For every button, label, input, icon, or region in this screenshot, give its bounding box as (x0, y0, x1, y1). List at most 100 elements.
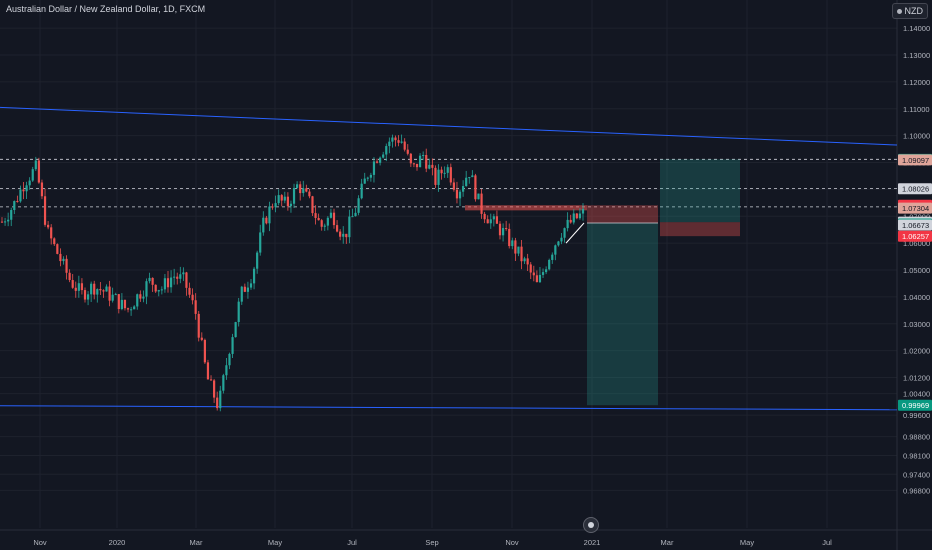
symbol-title[interactable]: Australian Dollar / New Zealand Dollar, … (6, 4, 206, 14)
candle-body (68, 272, 71, 281)
candle-body (130, 309, 133, 311)
candle-body (557, 241, 560, 246)
candle-body (394, 137, 397, 141)
candle-body (139, 294, 142, 299)
candle-body (342, 233, 345, 237)
candle-body (19, 189, 22, 202)
candle-body (501, 228, 505, 236)
x-tick-label: May (268, 538, 282, 547)
price-label: 1.07304 (898, 202, 932, 214)
candle-body (126, 308, 130, 310)
x-tick-label: 2020 (109, 538, 126, 547)
candle-body (197, 313, 200, 338)
currency-label: NZD (904, 6, 924, 16)
x-axis: Nov 2020 Mar May Jul Sep Nov 2021 Mar May Jul (33, 538, 832, 547)
candle-body (415, 163, 419, 168)
candle-body (468, 177, 471, 179)
candle-body (105, 286, 108, 292)
candle-body (443, 172, 446, 174)
candle-body (486, 219, 489, 224)
candle-body (369, 174, 372, 178)
y-tick-label: 1.14000 (903, 24, 930, 33)
candle-body (345, 233, 348, 238)
currency-dot-icon (896, 8, 902, 14)
trendlines[interactable] (0, 106, 898, 411)
price-label-text: 1.09097 (902, 156, 929, 165)
candle-body (505, 228, 508, 230)
candle-body (517, 246, 520, 254)
y-tick-label: 1.13000 (903, 51, 930, 60)
candle-body (185, 272, 188, 288)
candle-body (446, 167, 449, 173)
candle-body (480, 193, 483, 214)
position-zones[interactable] (465, 159, 740, 406)
candle-body (77, 283, 80, 291)
price-labels: 1.091191.090971.080261.074101.073041.067… (898, 153, 932, 411)
tradingview-logo-icon[interactable] (583, 517, 599, 533)
candle-body (7, 219, 10, 222)
candle-body (317, 217, 320, 221)
x-tick-label: Sep (425, 538, 438, 547)
candle-body (339, 231, 342, 237)
candle-body (231, 337, 234, 354)
candle-body (357, 198, 360, 213)
candle-body (299, 184, 302, 194)
candle-body (492, 216, 495, 220)
candle-body (10, 210, 13, 220)
candle-body (329, 212, 333, 218)
candle-body (265, 217, 268, 224)
candle-body (43, 196, 47, 225)
candle-body (529, 264, 532, 273)
candle-body (455, 189, 459, 199)
candle-body (191, 294, 194, 301)
price-label-bg (898, 219, 932, 231)
candle-body (219, 390, 222, 409)
candle-body (474, 175, 477, 200)
candle-body (148, 277, 151, 282)
price-label-bg (898, 183, 932, 195)
x-tick-label: 2021 (584, 538, 601, 547)
candle-body (563, 228, 566, 238)
candle-body (425, 155, 428, 169)
x-tick-label: May (740, 538, 754, 547)
candle-body (286, 196, 289, 207)
candle-body (163, 278, 167, 290)
candle-body (203, 339, 206, 363)
candle-body (409, 153, 412, 164)
candle-body (56, 244, 59, 254)
y-tick-label: 0.99600 (903, 411, 930, 420)
price-label-text: 1.07304 (902, 204, 929, 213)
candle-body (136, 294, 139, 307)
x-tick-label: Nov (33, 538, 47, 547)
price-label-text: 1.08026 (902, 185, 929, 194)
trendline (0, 106, 898, 146)
candle-body (452, 182, 455, 190)
price-label: 1.06257 (898, 230, 932, 242)
horizontal-levels[interactable] (0, 158, 897, 208)
price-label: 1.09097 (898, 154, 932, 166)
candle-body (169, 277, 173, 288)
y-tick-label: 1.10000 (903, 132, 930, 141)
candle-body (498, 223, 502, 236)
candle-body (403, 141, 406, 150)
candle-body (431, 164, 434, 168)
candle-body (120, 299, 123, 310)
candle-body (25, 185, 28, 192)
candle-body (538, 274, 542, 283)
candle-body (99, 289, 102, 291)
candle-body (471, 175, 474, 178)
candle-body (489, 219, 492, 224)
candle-body (366, 177, 369, 179)
candle-body (176, 276, 179, 279)
candle-body (213, 380, 216, 398)
trendline (0, 405, 898, 411)
candle-body (305, 188, 308, 192)
candle-body (320, 220, 323, 227)
candle-body (179, 274, 182, 279)
candle-body (311, 196, 314, 214)
candle-body (391, 137, 394, 142)
candle-body (13, 201, 16, 211)
candle-body (271, 206, 274, 208)
currency-selector[interactable]: NZD (891, 3, 928, 19)
